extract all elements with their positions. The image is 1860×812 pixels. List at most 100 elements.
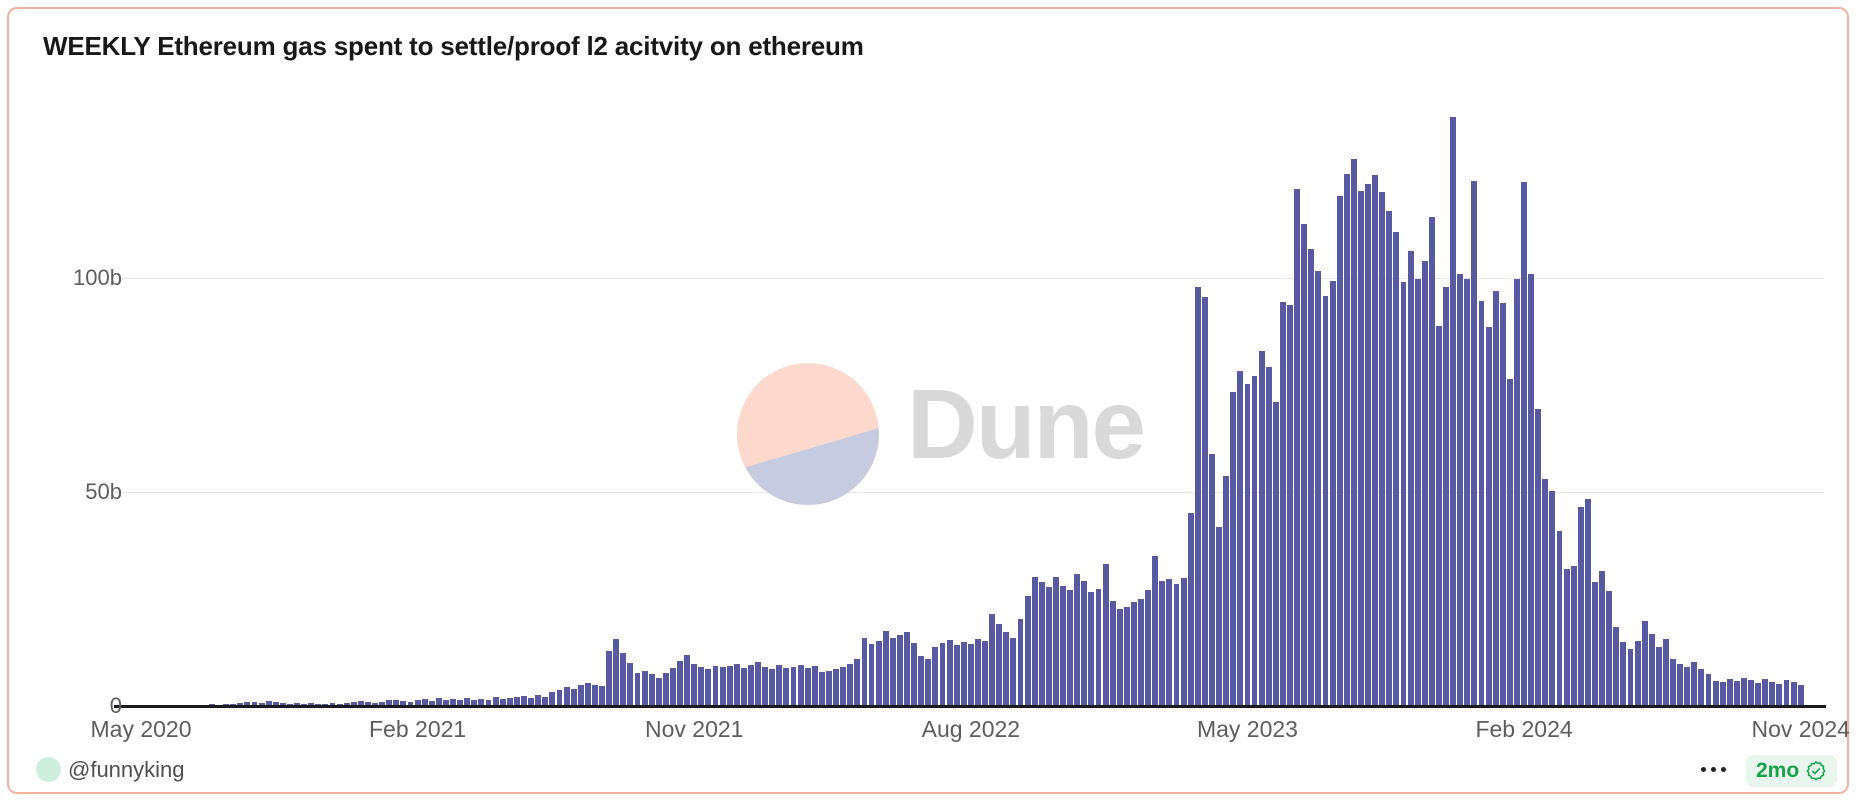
weekly-gas-bar[interactable]	[1194, 287, 1201, 706]
weekly-gas-bar[interactable]	[521, 696, 527, 706]
weekly-gas-bar[interactable]	[499, 699, 506, 706]
weekly-gas-bar[interactable]	[847, 664, 854, 706]
weekly-gas-bar[interactable]	[1045, 587, 1052, 706]
weekly-gas-bar[interactable]	[464, 697, 471, 706]
options-menu-button[interactable]	[1701, 767, 1726, 772]
weekly-gas-bar[interactable]	[535, 695, 542, 706]
weekly-gas-bar[interactable]	[1272, 402, 1279, 706]
weekly-gas-bar[interactable]	[769, 668, 776, 706]
weekly-gas-bar[interactable]	[1769, 681, 1776, 706]
weekly-gas-bar[interactable]	[428, 700, 435, 706]
weekly-gas-bar[interactable]	[882, 630, 889, 706]
weekly-gas-bar[interactable]	[748, 664, 754, 706]
weekly-gas-bar[interactable]	[1258, 350, 1265, 706]
weekly-gas-bar[interactable]	[925, 659, 932, 706]
weekly-gas-bar[interactable]	[804, 668, 811, 706]
weekly-gas-bar[interactable]	[1017, 619, 1024, 706]
weekly-gas-bar[interactable]	[1776, 684, 1783, 706]
weekly-gas-bar[interactable]	[1336, 195, 1343, 706]
weekly-gas-bar[interactable]	[1301, 224, 1308, 706]
weekly-gas-bar[interactable]	[549, 692, 556, 706]
weekly-gas-bar[interactable]	[528, 697, 535, 706]
weekly-gas-bar[interactable]	[421, 699, 428, 706]
weekly-gas-bar[interactable]	[1343, 174, 1350, 706]
weekly-gas-bar[interactable]	[1237, 370, 1244, 706]
weekly-gas-bar[interactable]	[762, 667, 769, 706]
weekly-gas-bar[interactable]	[1152, 555, 1159, 706]
weekly-gas-bar[interactable]	[1322, 295, 1329, 706]
weekly-gas-bar[interactable]	[265, 701, 272, 706]
weekly-gas-bar[interactable]	[1386, 210, 1393, 706]
weekly-gas-bar[interactable]	[1712, 680, 1719, 706]
weekly-gas-bar[interactable]	[1521, 182, 1528, 706]
author-handle-link[interactable]: @funnyking	[68, 757, 185, 782]
weekly-gas-bar[interactable]	[620, 652, 627, 706]
weekly-gas-bar[interactable]	[655, 677, 662, 706]
weekly-gas-bar[interactable]	[1216, 527, 1223, 706]
weekly-gas-bar[interactable]	[1627, 649, 1634, 706]
weekly-gas-bar[interactable]	[435, 698, 442, 706]
weekly-gas-bar[interactable]	[1450, 117, 1457, 706]
weekly-gas-bar[interactable]	[386, 700, 393, 706]
weekly-gas-bar[interactable]	[1074, 574, 1081, 706]
weekly-gas-bar[interactable]	[1606, 590, 1613, 706]
weekly-gas-bar[interactable]	[336, 703, 343, 706]
weekly-gas-bar[interactable]	[357, 700, 364, 706]
weekly-gas-bar[interactable]	[698, 666, 705, 706]
weekly-gas-bar[interactable]	[1393, 232, 1400, 706]
weekly-gas-bar[interactable]	[1698, 669, 1705, 706]
weekly-gas-bar[interactable]	[691, 664, 698, 706]
weekly-gas-bar[interactable]	[1209, 453, 1215, 706]
weekly-gas-bar[interactable]	[1790, 682, 1797, 706]
weekly-gas-bar[interactable]	[946, 639, 953, 706]
weekly-gas-bar[interactable]	[1131, 602, 1137, 706]
weekly-gas-bar[interactable]	[1350, 159, 1357, 706]
weekly-gas-bar[interactable]	[1223, 476, 1230, 706]
weekly-gas-bar[interactable]	[1145, 590, 1152, 706]
weekly-gas-bar[interactable]	[407, 702, 414, 706]
weekly-gas-bar[interactable]	[1095, 589, 1102, 706]
weekly-gas-bar[interactable]	[258, 702, 265, 706]
weekly-gas-bar[interactable]	[939, 643, 946, 706]
weekly-gas-bar[interactable]	[1379, 192, 1386, 706]
weekly-gas-bar[interactable]	[918, 656, 925, 706]
weekly-gas-bar[interactable]	[1691, 662, 1698, 706]
weekly-gas-bar[interactable]	[606, 650, 613, 706]
weekly-gas-bar[interactable]	[1478, 301, 1485, 706]
weekly-gas-bar[interactable]	[1166, 578, 1173, 706]
weekly-gas-bar[interactable]	[833, 669, 840, 706]
weekly-gas-bar[interactable]	[875, 640, 882, 706]
weekly-gas-bar[interactable]	[1733, 681, 1740, 706]
weekly-gas-bar[interactable]	[960, 642, 967, 706]
weekly-gas-bar[interactable]	[783, 667, 790, 706]
weekly-gas-bar[interactable]	[1067, 590, 1074, 706]
weekly-gas-bar[interactable]	[1542, 479, 1549, 706]
weekly-gas-bar[interactable]	[457, 700, 464, 706]
weekly-gas-bar[interactable]	[826, 671, 832, 706]
weekly-gas-bar[interactable]	[1159, 580, 1166, 706]
weekly-gas-bar[interactable]	[365, 702, 371, 706]
weekly-gas-bar[interactable]	[1471, 180, 1478, 706]
weekly-gas-bar[interactable]	[556, 689, 563, 706]
weekly-gas-bar[interactable]	[542, 696, 549, 706]
weekly-gas-bar[interactable]	[868, 643, 875, 706]
weekly-gas-bar[interactable]	[1294, 188, 1301, 706]
weekly-gas-bar[interactable]	[1138, 599, 1144, 706]
weekly-gas-bar[interactable]	[1443, 287, 1449, 706]
weekly-gas-bar[interactable]	[1123, 607, 1130, 706]
weekly-gas-bar[interactable]	[1492, 290, 1499, 706]
weekly-gas-bar[interactable]	[1060, 585, 1066, 706]
weekly-gas-bar[interactable]	[1428, 217, 1435, 706]
weekly-gas-bar[interactable]	[1436, 325, 1442, 706]
weekly-gas-bar[interactable]	[712, 665, 719, 706]
weekly-gas-bar[interactable]	[1705, 673, 1712, 706]
weekly-gas-bar[interactable]	[308, 703, 315, 706]
weekly-gas-bar[interactable]	[1670, 658, 1676, 706]
weekly-gas-bar[interactable]	[1556, 530, 1563, 706]
weekly-gas-bar[interactable]	[719, 667, 726, 706]
weekly-gas-bar[interactable]	[982, 641, 988, 706]
weekly-gas-bar[interactable]	[372, 703, 378, 706]
weekly-gas-bar[interactable]	[1031, 577, 1038, 706]
weekly-gas-bar[interactable]	[705, 669, 712, 706]
weekly-gas-bar[interactable]	[1279, 301, 1286, 706]
